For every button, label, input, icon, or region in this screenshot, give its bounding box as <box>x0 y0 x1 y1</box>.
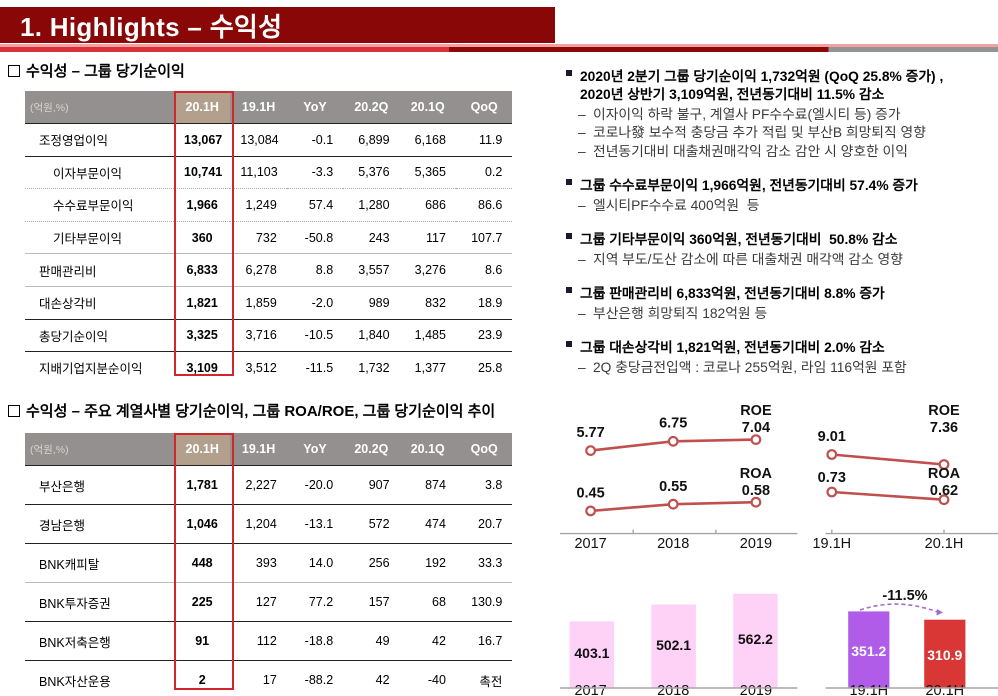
svg-text:2018: 2018 <box>657 683 689 696</box>
svg-text:2019: 2019 <box>740 536 772 552</box>
svg-text:0.55: 0.55 <box>659 479 687 495</box>
svg-text:19.1H: 19.1H <box>812 536 851 552</box>
svg-text:562.2: 562.2 <box>738 631 773 647</box>
svg-text:403.1: 403.1 <box>574 645 609 661</box>
svg-text:351.2: 351.2 <box>851 643 886 659</box>
svg-text:0.73: 0.73 <box>818 470 846 486</box>
svg-text:ROA: ROA <box>928 466 961 482</box>
svg-text:9.01: 9.01 <box>818 429 846 445</box>
svg-text:20.1H: 20.1H <box>925 683 964 696</box>
svg-text:2017: 2017 <box>574 536 606 552</box>
svg-text:ROA: ROA <box>740 466 773 482</box>
svg-text:6.75: 6.75 <box>659 416 687 432</box>
svg-text:0.58: 0.58 <box>742 483 770 499</box>
svg-text:19.1H: 19.1H <box>849 683 888 696</box>
svg-text:ROE: ROE <box>740 403 772 419</box>
svg-text:20.1H: 20.1H <box>925 536 964 552</box>
svg-text:0.45: 0.45 <box>576 486 604 502</box>
svg-text:310.9: 310.9 <box>927 647 962 663</box>
svg-text:2018: 2018 <box>657 536 689 552</box>
svg-text:7.04: 7.04 <box>742 420 770 436</box>
svg-text:5.77: 5.77 <box>576 425 604 441</box>
svg-text:502.1: 502.1 <box>656 637 691 653</box>
svg-text:0.62: 0.62 <box>930 483 958 499</box>
svg-text:7.36: 7.36 <box>930 420 958 436</box>
svg-text:ROE: ROE <box>928 403 960 419</box>
svg-text:2017: 2017 <box>574 683 606 696</box>
svg-text:-11.5%: -11.5% <box>882 588 927 604</box>
svg-text:2019: 2019 <box>740 683 772 696</box>
